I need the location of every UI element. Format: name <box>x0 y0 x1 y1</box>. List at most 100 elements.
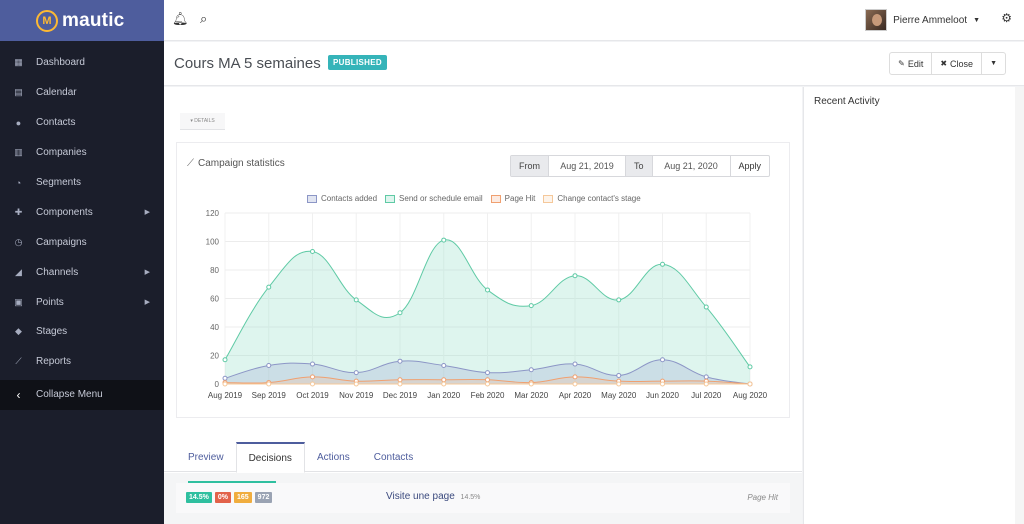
sidebar-item-channels[interactable]: ◢ Channels ▶ <box>0 257 164 287</box>
caret-down-icon: ▼ <box>990 60 997 67</box>
header-button-group: ✎ Edit ✖ Close ▼ <box>889 52 1006 75</box>
legend-item[interactable]: Contacts added <box>307 194 377 203</box>
data-point <box>266 362 272 368</box>
rss-icon: ◢ <box>15 266 22 277</box>
mautic-logo-icon: M <box>36 9 58 32</box>
data-point <box>222 357 228 363</box>
data-point <box>266 381 272 387</box>
topbar: 🔔︎ ⌕ Pierre Ammeloot ▼ ⚙ <box>164 0 1024 41</box>
decision-row[interactable]: 14.5% 0% 165 972 Visite une page 14.5% Page… <box>176 481 790 513</box>
sidebar-item-contacts[interactable]: ● Contacts <box>0 108 164 138</box>
data-point <box>572 361 578 367</box>
panel-title: ⟋ Campaign statistics <box>187 158 285 169</box>
tab-decisions[interactable]: Decisions <box>235 442 305 473</box>
data-point <box>310 381 315 387</box>
sidebar-item-campaigns[interactable]: ◷ Campaigns <box>0 227 164 257</box>
edit-label: Edit <box>907 58 924 69</box>
data-point <box>397 381 403 387</box>
legend-swatch <box>543 194 554 203</box>
campaign-statistics-panel: ⟋ Campaign statistics From Aug 21, 2019 … <box>176 142 790 418</box>
legend-item[interactable]: Change contact's stage <box>543 194 641 203</box>
chevron-left-icon: ‹ <box>16 387 21 402</box>
data-point <box>485 287 490 293</box>
bell-icon[interactable]: 🔔︎ <box>172 11 189 26</box>
campaign-chart: 0 20 40 60 80 100 120 Aug 2019 Sep 2019 Oct 2019 N… <box>206 209 768 400</box>
legend-item[interactable]: Send or schedule email <box>385 194 483 203</box>
data-point <box>310 374 315 380</box>
calculator-icon: ▣ <box>14 296 23 307</box>
stat-badge: 0% <box>214 492 231 503</box>
from-date-input[interactable]: Aug 21, 2019 <box>548 156 626 176</box>
sidebar-item-label: Dashboard <box>36 57 85 69</box>
x-tick-label: Sep 2019 <box>252 391 287 400</box>
page-header: Cours MA 5 semaines PUBLISHED ✎ Edit ✖ C… <box>164 42 1024 86</box>
recent-activity-panel: Recent Activity <box>803 87 1015 524</box>
page-title: Cours MA 5 semaines <box>174 55 321 72</box>
decision-name[interactable]: Visite une page 14.5% <box>386 491 480 502</box>
search-icon[interactable]: ⌕ <box>200 11 208 26</box>
to-date-input[interactable]: Aug 21, 2020 <box>651 156 730 176</box>
sidebar-item-stages[interactable]: ◆ Stages <box>0 317 164 347</box>
caret-right-icon: ▶ <box>144 209 150 217</box>
to-label: To <box>626 156 652 176</box>
brand-name: mautic <box>62 9 125 31</box>
decision-section: 14.5% 0% 165 972 Visite une page 14.5% Page… <box>164 473 802 524</box>
decision-stat-badges: 14.5% 0% 165 972 <box>186 492 275 503</box>
more-options-button[interactable]: ▼ <box>982 53 1005 74</box>
brand[interactable]: M mautic <box>0 0 164 41</box>
y-tick-label: 80 <box>210 266 219 275</box>
x-tick-label: Oct 2019 <box>296 391 329 400</box>
sidebar-item-calendar[interactable]: ▤ Calendar <box>0 78 164 108</box>
data-point <box>353 370 359 376</box>
from-label: From <box>511 156 548 176</box>
avatar <box>865 9 888 31</box>
data-point <box>572 374 578 380</box>
sidebar-item-components[interactable]: ✚ Components ▶ <box>0 197 164 227</box>
status-badge: PUBLISHED <box>328 55 387 70</box>
data-point <box>222 381 228 387</box>
sidebar-item-label: Stages <box>36 326 68 338</box>
user-menu[interactable]: Pierre Ammeloot ▼ <box>865 9 980 31</box>
close-button[interactable]: ✖ Close <box>932 53 983 74</box>
pie-chart-icon: ◔ <box>15 177 22 188</box>
scrollbar[interactable] <box>1015 87 1024 524</box>
tab-preview[interactable]: Preview <box>188 451 224 463</box>
y-tick-label: 120 <box>206 209 220 218</box>
edit-button[interactable]: ✎ Edit <box>890 53 933 74</box>
x-tick-label: Dec 2019 <box>383 391 418 400</box>
stat-badge: 972 <box>254 492 273 503</box>
apply-button[interactable]: Apply <box>729 156 770 176</box>
x-tick-label: Jun 2020 <box>646 391 679 400</box>
details-toggle[interactable]: ▾ DETAILS <box>180 113 225 130</box>
legend-item[interactable]: Page Hit <box>490 194 536 203</box>
sidebar-item-segments[interactable]: ◔ Segments <box>0 168 164 198</box>
collapse-menu-button[interactable]: ‹ Collapse Menu <box>0 379 164 410</box>
sidebar-nav: ▦ Dashboard ▤ Calendar ● Contacts ▥ Companies ◔ S… <box>0 41 164 410</box>
stat-badge: 14.5% <box>186 492 212 503</box>
chevron-down-icon: ▼ <box>973 16 980 24</box>
legend-label: Page Hit <box>504 194 536 203</box>
chart-legend: Contacts added Send or schedule email Page… <box>307 194 649 203</box>
sidebar-item-label: Points <box>36 296 64 308</box>
close-label: Close <box>950 58 974 69</box>
panel-title-text: Campaign statistics <box>198 158 285 169</box>
data-point <box>397 310 403 316</box>
sidebar-item-reports[interactable]: ⟋ Reports <box>0 347 164 377</box>
tab-actions[interactable]: Actions <box>316 451 350 463</box>
x-tick-label: Apr 2020 <box>559 391 592 400</box>
legend-swatch <box>307 194 317 203</box>
stat-badge: 165 <box>233 492 252 503</box>
data-point <box>397 377 403 383</box>
decision-name-text: Visite une page <box>386 491 455 502</box>
edit-icon: ✎ <box>898 59 905 68</box>
tab-contacts[interactable]: Contacts <box>373 451 414 463</box>
sidebar-item-label: Companies <box>36 147 87 159</box>
sidebar-item-points[interactable]: ▣ Points ▶ <box>0 287 164 317</box>
date-range-form: From Aug 21, 2019 To Aug 21, 2020 Apply <box>510 155 771 177</box>
x-tick-label: Aug 2019 <box>208 391 243 400</box>
data-point <box>528 381 534 387</box>
legend-swatch <box>385 194 396 203</box>
sidebar-item-dashboard[interactable]: ▦ Dashboard <box>0 48 164 78</box>
sidebar-item-companies[interactable]: ▥ Companies <box>0 138 164 168</box>
gear-icon[interactable]: ⚙ <box>1001 11 1012 25</box>
